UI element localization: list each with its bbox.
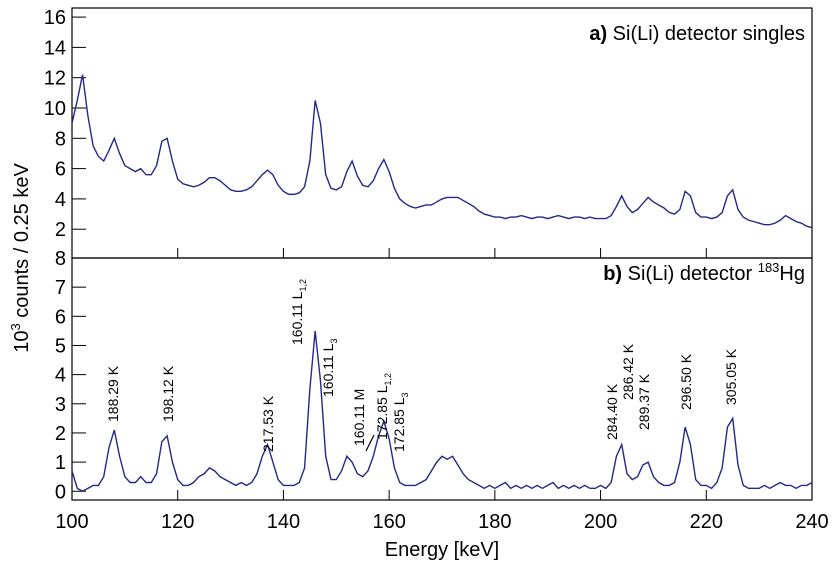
y-tick-label: 5 bbox=[55, 335, 66, 357]
x-tick-label: 240 bbox=[795, 511, 828, 533]
annotation: 305.05 K bbox=[723, 348, 739, 405]
y-tick-label: 16 bbox=[44, 7, 66, 29]
annotation: 284.40 K bbox=[604, 383, 620, 440]
annotation: 217.53 K bbox=[260, 395, 276, 452]
y-tick-label: 2 bbox=[55, 423, 66, 445]
y-tick-label: 4 bbox=[55, 365, 66, 387]
annotation: 172.85 L1,2 bbox=[374, 373, 393, 440]
annotation-text: 198.12 K bbox=[160, 365, 176, 422]
annotation-text: 172.85 L bbox=[391, 397, 407, 452]
annotation-text: 217.53 K bbox=[260, 395, 276, 452]
panel-frame bbox=[71, 7, 813, 259]
panel-frame bbox=[71, 257, 813, 501]
annotation: 188.29 K bbox=[105, 365, 121, 422]
y-axis-label: 103 counts / 0.25 keV bbox=[8, 163, 33, 353]
y-tick-label: 1 bbox=[55, 452, 66, 474]
x-axis-label: Energy [keV] bbox=[385, 539, 500, 561]
y-tick-label: 7 bbox=[55, 277, 66, 299]
annotation-text: 160.11 L bbox=[320, 343, 336, 397]
y-tick-label: 10 bbox=[44, 98, 66, 120]
x-tick-label: 100 bbox=[55, 511, 88, 533]
annotation-pointer bbox=[365, 434, 375, 452]
annotation-subscript: 3 bbox=[400, 392, 410, 397]
panel-title: b) Si(Li) detector 183Hg bbox=[603, 260, 805, 285]
annotation: 296.50 K bbox=[678, 353, 694, 410]
annotation: 160.11 L1,2 bbox=[289, 279, 308, 345]
spectrum-line bbox=[71, 330, 813, 493]
annotation-text: 160.11 L bbox=[289, 291, 305, 345]
annotation-subscript: 1,2 bbox=[383, 373, 393, 386]
annotation-text: 284.40 K bbox=[604, 383, 620, 440]
x-tick-label: 120 bbox=[161, 511, 194, 533]
y-tick-label: 8 bbox=[55, 128, 66, 150]
annotation-text: 160.11 M bbox=[351, 389, 367, 446]
annotation-text: 172.85 L bbox=[374, 385, 390, 440]
y-tick-label: 2 bbox=[55, 219, 66, 241]
panel-title: a) Si(Li) detector singles bbox=[589, 23, 805, 45]
annotation: 198.12 K bbox=[160, 365, 176, 422]
annotation-text: 286.42 K bbox=[620, 343, 636, 400]
annotation: 160.11 L3 bbox=[320, 339, 339, 397]
y-tick-label: 6 bbox=[55, 159, 66, 181]
y-tick-label: 4 bbox=[55, 189, 66, 211]
annotation-subscript: 3 bbox=[329, 339, 339, 344]
x-tick-label: 220 bbox=[690, 511, 723, 533]
annotation: 286.42 K bbox=[620, 343, 636, 400]
x-tick-label: 200 bbox=[584, 511, 617, 533]
x-tick-label: 140 bbox=[267, 511, 300, 533]
annotation: 172.85 L3 bbox=[391, 392, 410, 452]
annotation-text: 289.37 K bbox=[636, 373, 652, 430]
x-tick-label: 160 bbox=[372, 511, 405, 533]
y-tick-label: 0 bbox=[55, 481, 66, 503]
annotation-text: 296.50 K bbox=[678, 353, 694, 410]
x-tick-label: 180 bbox=[478, 511, 511, 533]
annotation: 160.11 M bbox=[351, 389, 367, 446]
y-tick-label: 3 bbox=[55, 394, 66, 416]
y-tick-label: 8 bbox=[55, 248, 66, 270]
y-tick-label: 6 bbox=[55, 306, 66, 328]
annotation: 289.37 K bbox=[636, 373, 652, 430]
spectrum-line bbox=[71, 74, 813, 229]
annotation-text: 305.05 K bbox=[723, 348, 739, 405]
y-tick-label: 12 bbox=[44, 68, 66, 90]
annotation-subscript: 1,2 bbox=[298, 279, 308, 292]
y-tick-label: 14 bbox=[44, 37, 66, 59]
annotation-text: 188.29 K bbox=[105, 365, 121, 422]
